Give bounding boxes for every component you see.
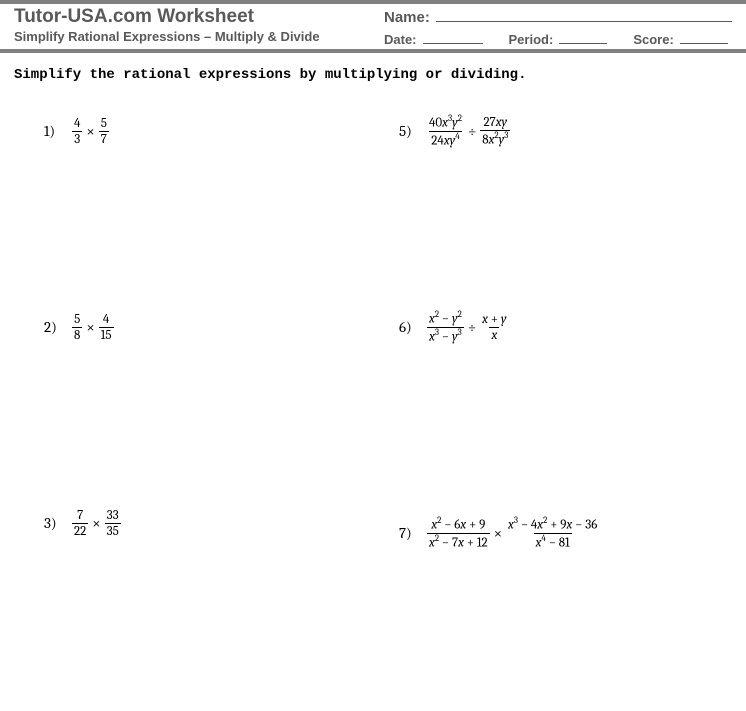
problem-6: 6) x2 − y2 x3 − y3 ÷ x + y x (399, 307, 746, 347)
problem-number: 2) (44, 318, 62, 336)
problems-area: 1) 4 3 × 5 7 2) 5 8 × (0, 89, 746, 709)
problem-expression: 40x3y2 24xy4 ÷ 27xy 8x2y3 (427, 114, 510, 148)
problem-expression: 7 22 × 33 35 (72, 508, 121, 539)
numerator: 40x3y2 (427, 114, 464, 130)
fraction: 4 15 (99, 312, 114, 343)
problem-number: 7) (399, 524, 417, 542)
numerator: x2 − y2 (427, 310, 464, 326)
score-field[interactable] (680, 30, 728, 44)
fraction: 33 35 (105, 508, 121, 539)
worksheet-subtitle: Simplify Rational Expressions – Multiply… (14, 29, 384, 44)
denominator: x2 − 7x + 12 (427, 533, 490, 550)
operator: × (82, 122, 98, 140)
date-field[interactable] (423, 30, 483, 44)
problem-expression: x2 − 6x + 9 x2 − 7x + 12 × x3 − 4x2 + 9x… (427, 516, 599, 550)
denominator: 8 (72, 327, 82, 343)
fraction: x2 − y2 x3 − y3 (427, 310, 464, 344)
operator: × (88, 514, 104, 532)
numerator: x + y (480, 312, 508, 327)
worksheet-title: Tutor-USA.com Worksheet (14, 6, 384, 28)
numerator: 4 (101, 312, 111, 327)
denominator: 8x2y3 (480, 130, 510, 147)
fraction: 7 22 (72, 508, 88, 539)
operator: × (82, 318, 98, 336)
period-label: Period: (509, 32, 554, 47)
problem-number: 3) (44, 514, 62, 532)
operator: × (490, 524, 506, 542)
score-label: Score: (633, 32, 673, 47)
problem-expression: x2 − y2 x3 − y3 ÷ x + y x (427, 310, 509, 344)
fraction: x + y x (480, 312, 508, 343)
problems-col-right: 5) 40x3y2 24xy4 ÷ 27xy 8x2y3 6) x2 − y2 … (395, 89, 746, 709)
numerator: 5 (99, 116, 109, 131)
denominator: 24xy4 (429, 131, 461, 148)
problem-2: 2) 5 8 × 4 15 (44, 307, 395, 347)
numerator: 7 (75, 508, 85, 523)
problems-col-left: 1) 4 3 × 5 7 2) 5 8 × (0, 89, 395, 709)
problem-expression: 5 8 × 4 15 (72, 312, 114, 343)
problem-7: 7) x2 − 6x + 9 x2 − 7x + 12 × x3 − 4x2 +… (399, 513, 746, 553)
problem-5: 5) 40x3y2 24xy4 ÷ 27xy 8x2y3 (399, 111, 746, 151)
operator: ÷ (464, 122, 480, 140)
fraction: 4 3 (72, 116, 82, 147)
fraction: x3 − 4x2 + 9x − 36 x4 − 81 (506, 516, 599, 550)
header-right: Name: Date: Period: Score: (384, 6, 732, 47)
denominator: x3 − y3 (427, 327, 464, 344)
fraction: x2 − 6x + 9 x2 − 7x + 12 (427, 516, 490, 550)
denominator: 35 (105, 523, 121, 539)
instructions-text: Simplify the rational expressions by mul… (0, 53, 746, 89)
problem-1: 1) 4 3 × 5 7 (44, 111, 395, 151)
name-field[interactable] (436, 6, 732, 22)
denominator: 15 (99, 327, 114, 343)
denominator: 7 (99, 131, 109, 147)
numerator: 27xy (482, 115, 510, 130)
denominator: 22 (72, 523, 88, 539)
fraction: 40x3y2 24xy4 (427, 114, 464, 148)
header-left: Tutor-USA.com Worksheet Simplify Rationa… (14, 6, 384, 47)
name-label: Name: (384, 9, 430, 26)
problem-3: 3) 7 22 × 33 35 (44, 503, 395, 543)
denominator: x (489, 327, 499, 343)
numerator: x3 − 4x2 + 9x − 36 (506, 516, 599, 532)
numerator: x2 − 6x + 9 (429, 516, 487, 532)
numerator: 33 (105, 508, 121, 523)
denominator: 3 (72, 131, 82, 147)
problem-expression: 4 3 × 5 7 (72, 116, 109, 147)
fraction: 5 8 (72, 312, 82, 343)
fraction: 27xy 8x2y3 (480, 115, 510, 147)
problem-number: 1) (44, 122, 62, 140)
denominator: x4 − 81 (534, 533, 572, 550)
problem-number: 6) (399, 318, 417, 336)
numerator: 4 (72, 116, 82, 131)
worksheet-header: Tutor-USA.com Worksheet Simplify Rationa… (0, 4, 746, 49)
period-field[interactable] (559, 30, 607, 44)
numerator: 5 (72, 312, 82, 327)
operator: ÷ (464, 318, 480, 336)
fraction: 5 7 (99, 116, 109, 147)
date-label: Date: (384, 32, 417, 47)
problem-number: 5) (399, 122, 417, 140)
